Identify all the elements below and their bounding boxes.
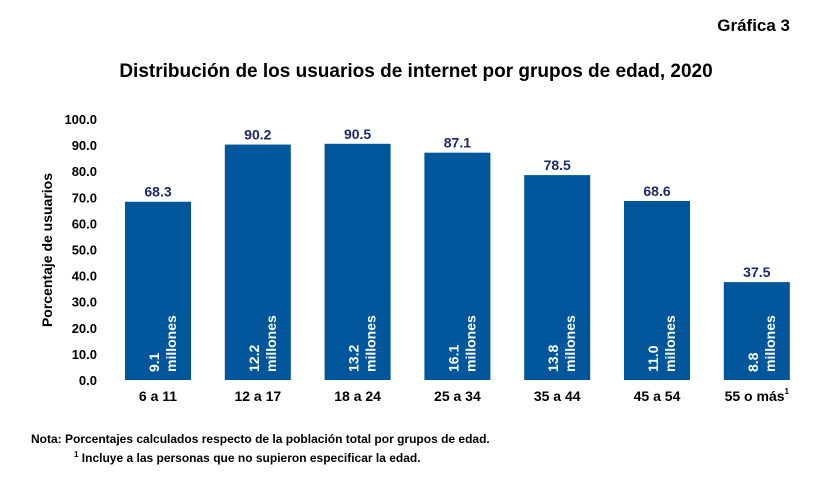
- y-tick-label: 10.0: [72, 347, 97, 362]
- category-label: 55 o más1: [725, 387, 790, 404]
- value-label: 90.5: [344, 126, 371, 142]
- graph-number: Gráfica 3: [717, 16, 790, 35]
- bar: [224, 144, 291, 380]
- chart-title: Distribución de los usuarios de internet…: [119, 61, 713, 82]
- value-label: 90.2: [244, 127, 271, 143]
- footnotes: Nota: Porcentajes calculados respecto de…: [31, 432, 490, 466]
- bar: [524, 175, 591, 380]
- category-label: 45 a 54: [634, 388, 681, 404]
- y-axis: 0.0 10.0 20.0 30.0 40.0 50.0 60.0 70.0 80.0 90.0 1…: [64, 112, 97, 388]
- bar: [723, 282, 790, 380]
- users-millions-label: 11.0: [645, 345, 661, 372]
- y-tick-label: 70.0: [72, 190, 97, 205]
- category-label: 18 a 24: [334, 388, 381, 404]
- users-millions-label: 8.8: [745, 352, 761, 372]
- bar: [624, 200, 690, 380]
- y-tick-label: 100.0: [64, 112, 97, 127]
- value-label: 68.3: [144, 184, 171, 200]
- y-tick-label: 80.0: [72, 164, 97, 179]
- users-millions-label: 16.1: [445, 345, 461, 372]
- category-label: 35 a 44: [534, 388, 581, 404]
- bar: [125, 201, 191, 380]
- users-unit-label: millones: [462, 315, 478, 372]
- y-tick-label: 90.0: [72, 138, 97, 153]
- bar: [424, 152, 491, 380]
- users-unit-label: millones: [562, 315, 578, 372]
- value-label: 68.6: [643, 183, 670, 199]
- value-label: 78.5: [544, 157, 571, 173]
- note-line-1: Nota: Porcentajes calculados respecto de…: [31, 432, 490, 446]
- users-millions-label: 9.1: [146, 352, 162, 372]
- category-label: 6 a 11: [139, 388, 177, 404]
- value-label: 87.1: [444, 135, 471, 151]
- users-unit-label: millones: [762, 315, 778, 372]
- footnote-text: Incluye a las personas que no supieron e…: [81, 451, 421, 465]
- value-label: 37.5: [743, 264, 770, 280]
- category-label: 25 a 34: [434, 388, 481, 404]
- y-tick-label: 20.0: [72, 321, 97, 336]
- footnote-marker: 1: [74, 450, 79, 459]
- y-tick-label: 40.0: [72, 269, 97, 284]
- users-millions-label: 12.2: [246, 345, 262, 372]
- category-label: 12 a 17: [234, 388, 281, 404]
- y-tick-label: 60.0: [72, 216, 97, 231]
- category-superscript: 1: [785, 387, 790, 396]
- y-tick-label: 0.0: [79, 373, 97, 388]
- users-millions-label: 13.8: [545, 345, 561, 372]
- y-tick-label: 50.0: [72, 243, 97, 258]
- y-tick-label: 30.0: [72, 295, 97, 310]
- note-line-2: 1 Incluye a las personas que no supieron…: [31, 447, 490, 466]
- users-unit-label: millones: [163, 315, 179, 372]
- users-millions-label: 13.2: [346, 345, 362, 372]
- users-unit-label: millones: [662, 315, 678, 372]
- users-unit-label: millones: [263, 315, 279, 372]
- y-axis-label: Porcentaje de usuarios: [39, 173, 55, 327]
- bar: [324, 143, 391, 380]
- users-unit-label: millones: [363, 315, 379, 372]
